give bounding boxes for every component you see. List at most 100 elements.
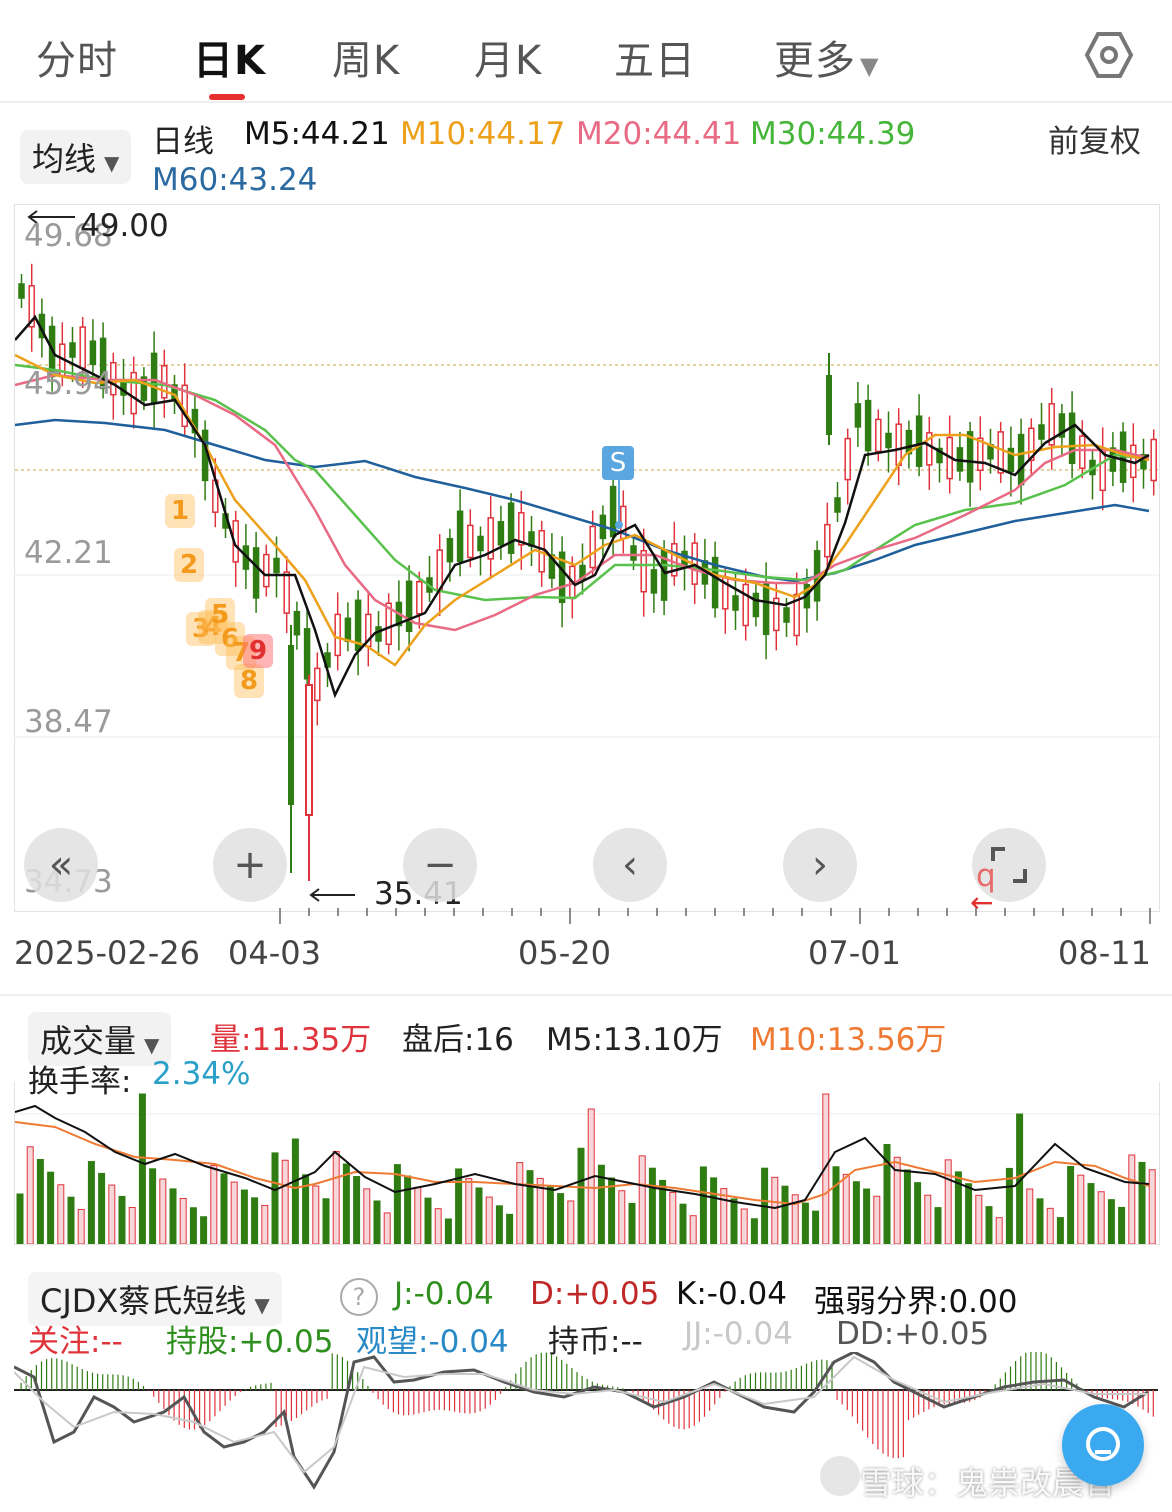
volume-bar	[781, 1185, 789, 1244]
indicator-panel[interactable]	[14, 1352, 1158, 1502]
candle-body	[273, 557, 280, 574]
volume-bar	[1107, 1199, 1115, 1244]
volume-bar	[975, 1194, 983, 1244]
ma-selector-dropdown[interactable]: 均线 ▼	[20, 130, 132, 184]
candle-body	[875, 418, 882, 453]
volume-bar	[526, 1170, 534, 1244]
ma20-value: M20:44.41	[576, 116, 742, 152]
scroll-right-button[interactable]: ›	[783, 828, 857, 902]
fullscreen-button[interactable]	[972, 828, 1046, 902]
ma30-value: M30:44.39	[750, 116, 916, 152]
volume-bar	[577, 1147, 585, 1244]
tab-daily-k[interactable]: 日K	[193, 38, 266, 84]
indicator-jj-value: JJ:-0.04	[684, 1316, 793, 1352]
volume-bar	[1026, 1188, 1034, 1244]
candle-body	[671, 543, 678, 577]
volume-bar	[281, 1159, 289, 1244]
candle-body	[487, 517, 494, 560]
fullscreen-icon	[991, 847, 1027, 883]
volume-bar	[495, 1205, 503, 1244]
sequence-label: 9	[243, 634, 273, 668]
sequence-label: 6	[215, 622, 245, 656]
zoom-in-button[interactable]: +	[213, 828, 287, 902]
volume-chart-svg	[15, 1093, 1159, 1244]
candle-body	[1109, 447, 1117, 472]
indicator-observe-value: 观望:-0.04	[356, 1324, 509, 1360]
price-axis-label: 42.21	[24, 535, 113, 571]
volume-bar	[689, 1215, 697, 1244]
tab-active-underline	[209, 94, 245, 100]
indicator-hold-value: 持股:+0.05	[166, 1324, 334, 1360]
ma-selector-label: 均线	[32, 140, 97, 178]
candle-body	[630, 545, 637, 561]
volume-bar	[485, 1196, 493, 1244]
kline-panel[interactable]	[14, 204, 1160, 912]
candle-body	[288, 645, 294, 805]
volume-bar	[67, 1196, 75, 1244]
volume-panel[interactable]	[14, 1082, 1160, 1245]
volume-bar	[373, 1200, 381, 1244]
volume-bar	[873, 1195, 881, 1244]
volume-bar	[934, 1207, 942, 1244]
volume-bar	[557, 1193, 565, 1244]
assistant-float-button[interactable]	[1062, 1404, 1144, 1486]
ma10-line	[15, 353, 1150, 667]
candle-body	[1140, 453, 1147, 470]
sequence-label: 5	[205, 598, 235, 632]
volume-bar	[1118, 1206, 1126, 1244]
volume-bar	[965, 1183, 973, 1244]
volume-bar	[914, 1182, 922, 1244]
candle-body	[79, 326, 86, 369]
chevron-down-icon: ▼	[104, 151, 120, 175]
indicator-d-value: D:+0.05	[530, 1276, 660, 1312]
chevron-down-icon: ▼	[860, 52, 880, 80]
candle-body	[997, 431, 1004, 474]
candle-body	[252, 547, 260, 599]
volume-bar	[567, 1200, 575, 1244]
volume-bar	[312, 1185, 320, 1244]
tab-monthly-k[interactable]: 月K	[474, 38, 543, 84]
candle-body	[89, 340, 97, 365]
volume-bar	[128, 1206, 136, 1244]
candle-body	[191, 408, 199, 434]
tab-five-day[interactable]: 五日	[614, 38, 696, 84]
tab-fenshi[interactable]: 分时	[36, 38, 118, 84]
zoom-out-button[interactable]: −	[403, 828, 477, 902]
volume-bar	[985, 1206, 993, 1244]
time-axis-ticks	[279, 908, 1151, 924]
scroll-left-button[interactable]: ‹	[593, 828, 667, 902]
tab-more[interactable]: 更多 ▼	[774, 28, 879, 86]
volume-selector-dropdown[interactable]: 成交量 ▼	[28, 1012, 172, 1066]
date-label: 2025-02-26	[14, 934, 200, 972]
volume-m5-line	[15, 1104, 1150, 1210]
candle-body	[518, 512, 525, 546]
volume-bar	[659, 1179, 667, 1244]
volume-bar	[801, 1202, 809, 1244]
watermark-logo-icon	[820, 1456, 860, 1496]
tab-more-label: 更多	[774, 38, 856, 84]
volume-bar	[1087, 1183, 1095, 1244]
candle-body	[752, 592, 760, 618]
candle-body	[507, 502, 515, 554]
scroll-start-button[interactable]: «	[24, 828, 98, 902]
volume-bar	[1067, 1166, 1075, 1244]
price-axis-label: 45.94	[24, 366, 113, 402]
volume-bar	[699, 1166, 707, 1244]
volume-bar	[608, 1177, 616, 1244]
signal-marker-s[interactable]: S	[602, 446, 634, 480]
volume-bar	[852, 1181, 860, 1244]
volume-bar	[536, 1177, 544, 1244]
candle-body	[589, 525, 596, 569]
candle-body	[263, 553, 270, 588]
indicator-j-value: J:-0.04	[394, 1276, 494, 1312]
adjust-toggle[interactable]: 前复权	[1048, 124, 1141, 160]
indicator-selector-dropdown[interactable]: CJDX蔡氏短线 ▼	[28, 1272, 282, 1326]
volume-bar	[1046, 1207, 1054, 1244]
tab-weekly-k[interactable]: 周K	[332, 38, 401, 84]
candle-body	[864, 399, 872, 452]
volume-bar	[822, 1093, 830, 1244]
candle-body	[1058, 413, 1066, 438]
help-icon[interactable]: ?	[340, 1278, 378, 1316]
settings-icon[interactable]	[1084, 30, 1134, 80]
candle-body	[915, 415, 923, 467]
